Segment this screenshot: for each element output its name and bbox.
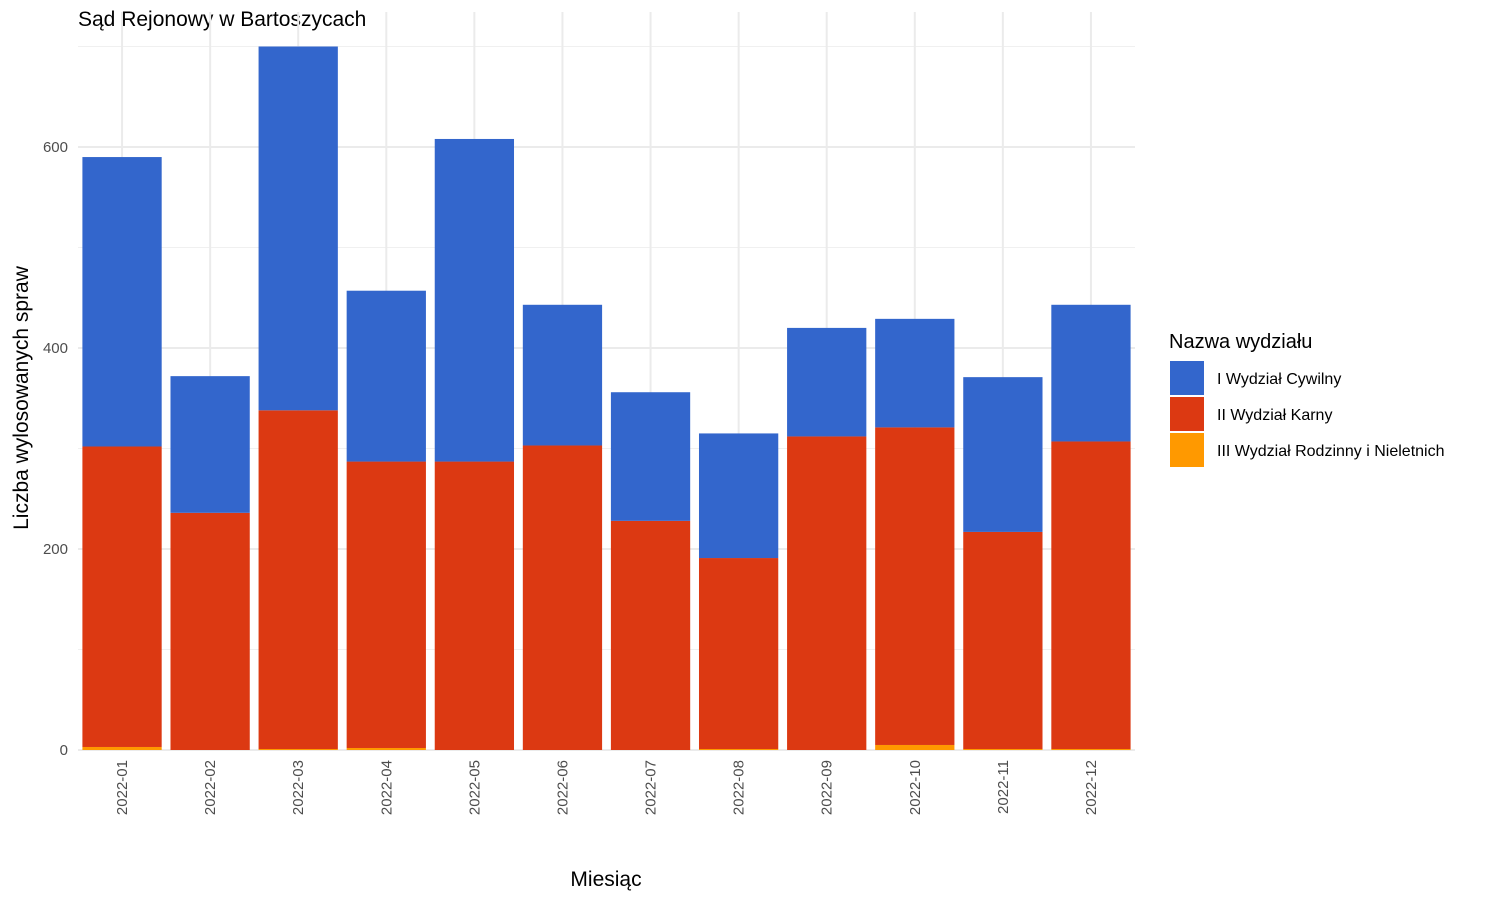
bar-segment — [875, 744, 955, 750]
bar-segment — [170, 376, 250, 513]
bar-segment — [82, 446, 162, 747]
bar-segment — [698, 433, 779, 559]
x-tick-label: 2022-01 — [114, 760, 131, 815]
x-tick-label: 2022-04 — [378, 760, 395, 815]
bar-segment — [170, 512, 250, 750]
bars — [82, 46, 1131, 750]
x-tick-label: 2022-12 — [1083, 760, 1100, 815]
x-tick-label: 2022-10 — [907, 760, 924, 815]
bar-segment — [1051, 748, 1131, 750]
x-tick-label: 2022-06 — [554, 760, 571, 815]
bar-segment — [698, 558, 779, 749]
y-axis-ticks: 0 200 400 600 — [43, 139, 68, 759]
legend-label: I Wydział Cywilny — [1217, 371, 1341, 388]
x-tick-label: 2022-07 — [643, 760, 660, 815]
bar-segment — [875, 427, 955, 745]
bar-segment — [82, 157, 162, 447]
bar-segment — [346, 461, 426, 748]
y-tick-label: 200 — [43, 541, 68, 558]
bar-segment — [346, 290, 426, 462]
bar-segment — [258, 46, 338, 411]
bar-segment — [1051, 441, 1131, 749]
legend-label: III Wydział Rodzinny i Nieletnich — [1217, 443, 1445, 460]
legend-swatch — [1170, 433, 1204, 467]
x-tick-label: 2022-05 — [466, 760, 483, 815]
legend-label: II Wydział Karny — [1217, 407, 1332, 424]
x-axis-ticks: 2022-01 2022-02 2022-03 2022-04 2022-05 2022-… — [114, 760, 1100, 815]
x-tick-label: 2022-08 — [731, 760, 748, 815]
bar-segment — [787, 327, 867, 437]
bar-segment — [346, 747, 426, 750]
y-axis-title: Liczba wylosowanych spraw — [10, 265, 33, 530]
y-tick-label: 600 — [43, 139, 68, 156]
x-tick-label: 2022-02 — [202, 760, 219, 815]
bar-segment — [434, 461, 515, 750]
bar-segment — [698, 748, 779, 750]
x-tick-label: 2022-03 — [290, 760, 307, 815]
bar-segment — [875, 318, 955, 428]
bar-segment — [522, 445, 603, 750]
bar-segment — [963, 531, 1043, 749]
bar-segment — [963, 748, 1043, 750]
legend: Nazwa wydziału I Wydział Cywilny II Wydzi… — [1169, 331, 1445, 467]
x-tick-label: 2022-09 — [819, 760, 836, 815]
legend-swatch — [1170, 361, 1204, 395]
y-tick-label: 400 — [43, 340, 68, 357]
bar-segment — [258, 748, 338, 750]
bar-segment — [258, 410, 338, 749]
bar-segment — [82, 746, 162, 750]
chart-title: Sąd Rejonowy w Bartoszycach — [78, 8, 366, 31]
bar-segment — [1051, 304, 1131, 442]
bar-segment — [434, 138, 515, 462]
x-axis-title: Miesiąc — [570, 868, 641, 891]
bar-segment — [610, 392, 691, 521]
bar-segment — [610, 520, 691, 750]
legend-title: Nazwa wydziału — [1169, 331, 1312, 353]
bar-segment — [787, 436, 867, 750]
x-tick-label: 2022-11 — [995, 760, 1012, 814]
y-tick-label: 0 — [60, 742, 68, 759]
legend-swatch — [1170, 397, 1204, 431]
bar-segment — [522, 304, 603, 446]
bar-segment — [963, 377, 1043, 532]
